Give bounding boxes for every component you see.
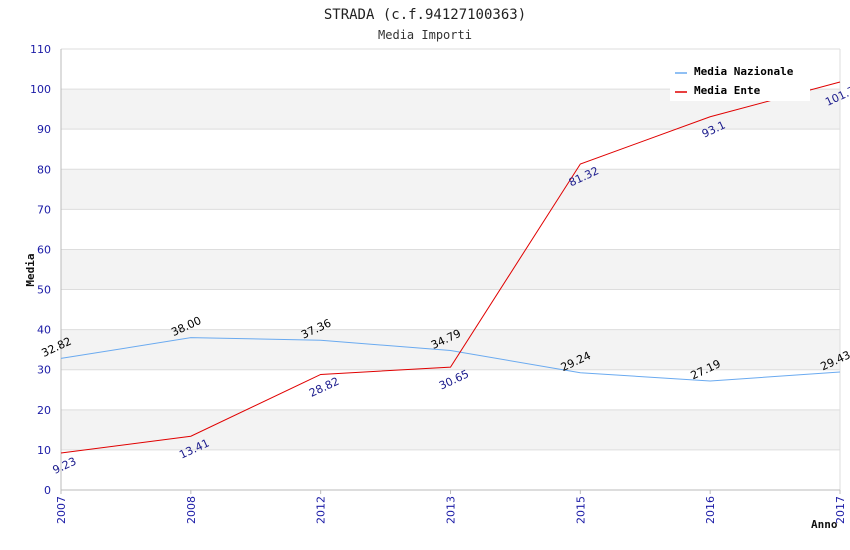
grid-band bbox=[61, 329, 840, 370]
axes bbox=[60, 49, 841, 494]
series-line-media-ente bbox=[60, 81, 841, 454]
y-tick-label: 50 bbox=[37, 284, 51, 297]
chart-subtitle: Media Importi bbox=[378, 28, 472, 42]
y-tick-label: 80 bbox=[37, 163, 51, 176]
y-tick-label: 90 bbox=[37, 123, 51, 136]
x-tick-label: 2016 bbox=[704, 496, 717, 524]
grid-band bbox=[61, 249, 840, 290]
legend-label-media-nazionale: Media Nazionale bbox=[694, 65, 794, 78]
x-tick-labels: 2007 2008 2012 2013 2015 2016 2017 bbox=[55, 496, 847, 524]
legend-label-media-ente: Media Ente bbox=[694, 84, 761, 97]
y-tick-label: 30 bbox=[37, 364, 51, 377]
grid-band bbox=[61, 169, 840, 210]
legend-box bbox=[670, 58, 810, 101]
x-tick-label: 2007 bbox=[55, 496, 68, 524]
chart-title: STRADA (c.f.94127100363) bbox=[324, 7, 526, 23]
y-tick-label: 60 bbox=[37, 243, 51, 256]
x-tick-label: 2015 bbox=[574, 496, 587, 524]
series-lines bbox=[60, 81, 841, 454]
grid-bands bbox=[61, 89, 840, 450]
x-tick-label: 2008 bbox=[185, 496, 198, 524]
y-tick-label: 0 bbox=[44, 484, 51, 497]
y-tick-labels: 0 10 20 30 40 50 60 70 80 90 100 110 bbox=[30, 43, 51, 497]
y-tick-label: 20 bbox=[37, 404, 51, 417]
y-tick-label: 40 bbox=[37, 324, 51, 337]
x-axis-title: Anno bbox=[811, 518, 838, 531]
y-axis-title: Media bbox=[24, 253, 37, 286]
y-tick-label: 10 bbox=[37, 444, 51, 457]
grid-band bbox=[61, 409, 840, 450]
y-tick-label: 110 bbox=[30, 43, 51, 56]
data-label: 30.65 bbox=[437, 367, 471, 392]
grid-lines bbox=[61, 48, 841, 491]
x-tick-label: 2012 bbox=[315, 496, 328, 524]
data-label: 9.23 bbox=[51, 455, 79, 477]
series-line-media-nazionale bbox=[60, 337, 841, 382]
x-tick-label: 2013 bbox=[445, 496, 458, 524]
y-tick-label: 100 bbox=[30, 83, 51, 96]
y-tick-label: 70 bbox=[37, 203, 51, 216]
x-tick-label: 2017 bbox=[834, 496, 847, 524]
legend: Media Nazionale Media Ente bbox=[670, 58, 810, 101]
